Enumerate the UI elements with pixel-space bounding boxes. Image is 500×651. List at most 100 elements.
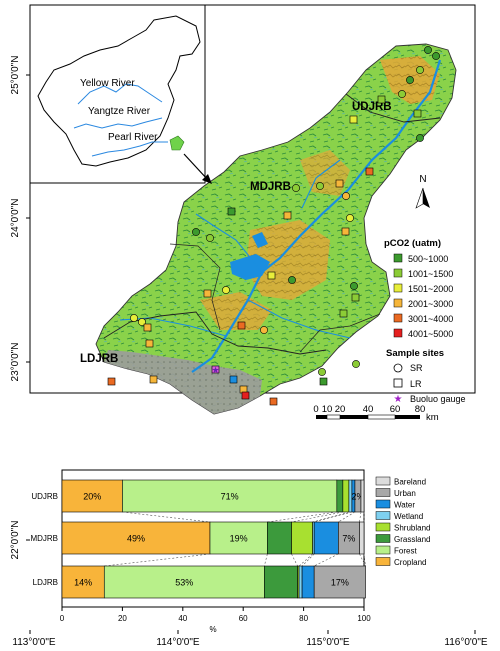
inset-map: Yellow River Yangtze River Pearl River <box>29 4 206 184</box>
study-area-highlight <box>169 135 185 151</box>
legend-class-label: 1001~1500 <box>408 269 453 279</box>
x-tick-label: 60 <box>239 614 248 623</box>
landuse-legend-label: Forest <box>394 547 417 556</box>
site-lr <box>149 375 158 384</box>
landuse-legend: Bareland Urban Water Wetland Shrubland Grassl… <box>375 476 430 567</box>
site-sr <box>352 360 360 368</box>
lat-tick-label: 24°0'0"N <box>10 199 21 238</box>
site-lr <box>241 391 250 400</box>
bar-segment-cropland <box>61 479 123 513</box>
subbasin-boundary <box>299 313 381 353</box>
region-label-udjrb: UDJRB <box>352 101 392 113</box>
china-outline <box>37 15 201 167</box>
lon-ticks: 113°0'0"E 114°0'0"E 115°0'0"E 116°0'0"E <box>12 630 488 648</box>
site-lr <box>341 227 350 236</box>
scale-label: 0 <box>313 404 318 415</box>
bar-data-label: 53% <box>175 578 193 588</box>
site-sr <box>416 134 424 142</box>
scale-bar: 0 10 20 40 60 80 km <box>313 404 438 423</box>
site-lr <box>413 109 422 118</box>
chart-y-categories: UDJRB MDJRB LDJRB <box>30 492 58 587</box>
lon-tick-label: 114°0'0"E <box>156 637 200 648</box>
site-sr <box>342 192 350 200</box>
chart-x-label: % <box>209 625 216 634</box>
legend-swatch <box>393 268 403 278</box>
site-lr <box>351 293 360 302</box>
lat-tick-label: 25°0'0"N <box>10 56 21 95</box>
landuse-legend-swatch <box>375 488 391 497</box>
arrow-head-icon <box>202 174 212 184</box>
bar-segment-bareland <box>359 521 365 555</box>
sites-legend-label: LR <box>410 379 422 389</box>
landuse-legend-swatch <box>375 499 391 509</box>
bar-connector <box>298 553 313 567</box>
legend-swatch <box>393 313 403 323</box>
x-tick-label: 0 <box>60 614 65 623</box>
legend-class-label: 3001~4000 <box>408 314 453 324</box>
category-label: MDJRB <box>30 534 58 543</box>
bar-segment-water <box>313 521 339 555</box>
bar-connector <box>314 511 352 523</box>
site-lr <box>211 365 220 374</box>
bar-segment-bareland <box>360 479 365 513</box>
sample-sites: ★ <box>107 46 440 406</box>
site-lr <box>143 323 152 332</box>
category-label: UDJRB <box>31 492 58 501</box>
legend-class-label: 1501~2000 <box>408 284 453 294</box>
site-sr <box>288 276 296 284</box>
inset-label-yellow-river: Yellow River <box>80 78 135 89</box>
bar-segment-grassland <box>336 479 344 513</box>
basin-map <box>95 43 457 415</box>
landuse-legend-swatch <box>375 545 391 555</box>
north-label: N <box>419 174 426 185</box>
landuse-legend-swatch <box>375 534 391 543</box>
landuse-legend-label: Wetland <box>394 512 423 521</box>
legend-swatch <box>393 283 403 293</box>
scale-label: 10 <box>322 404 333 415</box>
landuse-legend-swatch <box>375 557 391 566</box>
tributary <box>301 159 341 209</box>
landuse-legend-label: Water <box>394 501 415 510</box>
x-tick-label: 40 <box>178 614 187 623</box>
bar-segment-urban <box>313 565 366 599</box>
landuse-legend-swatch <box>375 511 391 520</box>
scale-label: 20 <box>335 404 346 415</box>
legend-swatch <box>393 253 403 263</box>
legend-class-label: 2001~3000 <box>408 299 453 309</box>
site-lr <box>365 167 374 176</box>
site-lr <box>283 211 292 220</box>
star-icon: ★ <box>394 394 403 405</box>
bar-data-label: 71% <box>221 492 239 502</box>
site-lr <box>237 321 246 330</box>
bar-connector <box>301 553 315 567</box>
landuse-legend-label: Cropland <box>394 558 426 567</box>
lat-tick-label: 22°0'0"N <box>10 521 21 560</box>
site-sr <box>416 66 424 74</box>
buoluo-gauge-star: ★ <box>211 365 219 375</box>
bar-segment-grassland <box>264 565 298 599</box>
site-lr <box>229 375 238 384</box>
site-sr <box>206 234 214 242</box>
site-lr <box>227 207 236 216</box>
urban-zone <box>104 350 262 414</box>
bar-segment-shrubland <box>291 521 313 555</box>
sr-circle-icon <box>393 363 403 373</box>
tributary <box>195 213 263 273</box>
legend-title: pCO2 (uatm) <box>384 238 441 249</box>
yangtze-river <box>73 117 163 129</box>
inset-pointer-arrow <box>183 153 209 181</box>
bar-segment-wetland <box>298 565 303 599</box>
site-sr <box>406 76 414 84</box>
landuse-legend-label: Bareland <box>394 478 426 487</box>
landuse-legend-label: Urban <box>394 489 416 498</box>
site-lr <box>339 309 348 318</box>
site-sr <box>130 314 138 322</box>
site-lr <box>319 377 328 386</box>
bar-segment-grassland <box>267 521 292 555</box>
site-sr <box>432 52 440 60</box>
site-lr <box>267 271 276 280</box>
site-sr <box>292 184 300 192</box>
bar-segment-cropland <box>61 521 211 555</box>
x-tick-label: 100 <box>357 614 371 623</box>
